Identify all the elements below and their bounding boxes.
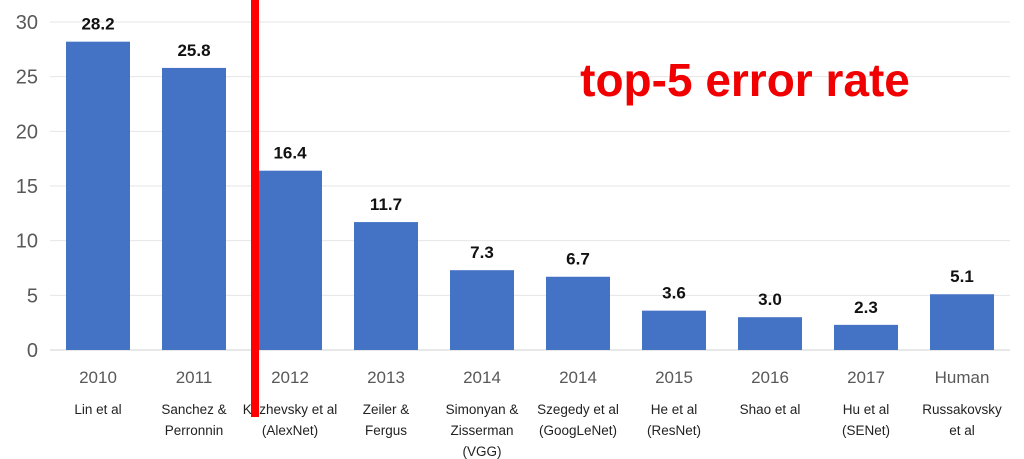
x-tick-year: 2010 [79, 368, 117, 387]
x-tick-author: Sanchez & [161, 402, 226, 417]
x-tick-year: 2015 [655, 368, 693, 387]
x-tick-author: Lin et al [74, 402, 121, 417]
x-tick-author: Shao et al [740, 402, 801, 417]
x-tick-author: He et al [651, 402, 698, 417]
bar [162, 67, 226, 351]
bar [930, 294, 994, 350]
x-tick-author: (ResNet) [647, 423, 701, 438]
y-tick-label: 0 [27, 340, 38, 362]
red-divider-line [251, 0, 259, 417]
x-tick-author: (SENet) [842, 423, 890, 438]
x-tick-year: 2012 [271, 368, 309, 387]
data-label: 28.2 [81, 15, 114, 34]
y-tick-label: 30 [16, 12, 38, 34]
bar [834, 324, 898, 350]
data-label: 25.8 [177, 41, 210, 60]
x-tick-author: Simonyan & [446, 402, 519, 417]
bar [546, 276, 610, 350]
x-tick-author: Krizhevsky et al [243, 402, 338, 417]
data-label: 7.3 [470, 243, 494, 262]
y-tick-label: 25 [16, 67, 38, 89]
bar [738, 317, 802, 350]
y-tick-label: 15 [16, 176, 38, 198]
x-tick-author: (GoogLeNet) [539, 423, 617, 438]
x-tick-year: 2017 [847, 368, 885, 387]
y-tick-label: 20 [16, 121, 38, 143]
data-label: 11.7 [370, 195, 402, 214]
bars: 28.2 25.8 16.4 11.7 7.3 6.7 3.6 3.0 2.3 5.1 [66, 15, 994, 351]
bar [66, 41, 130, 351]
x-tick-author: Russakovsky [922, 402, 1002, 417]
x-tick-author: et al [949, 423, 975, 438]
data-label: 16.4 [273, 144, 307, 163]
bar [258, 170, 322, 350]
x-tick-author: Perronnin [165, 423, 224, 438]
x-axis-labels: 2010 Lin et al 2011 Sanchez & Perronnin 2012 K… [74, 368, 1002, 459]
x-tick-year: Human [935, 368, 990, 387]
x-tick-author: (AlexNet) [262, 423, 318, 438]
data-label: 3.6 [662, 284, 686, 303]
data-label: 6.7 [566, 250, 590, 269]
y-tick-label: 5 [27, 285, 38, 307]
x-tick-year: 2016 [751, 368, 789, 387]
x-tick-author: Zisserman [450, 423, 513, 438]
x-tick-year: 2011 [176, 368, 213, 387]
x-tick-author: Fergus [365, 423, 407, 438]
x-tick-year: 2014 [463, 368, 501, 387]
bar [450, 270, 514, 350]
x-tick-author: Szegedy et al [537, 402, 619, 417]
chart-title: top-5 error rate [580, 54, 910, 106]
x-tick-year: 2014 [559, 368, 597, 387]
data-label: 3.0 [758, 290, 782, 309]
data-label: 2.3 [854, 298, 878, 317]
bar [354, 222, 418, 350]
data-label: 5.1 [950, 267, 974, 286]
y-axis-ticks: 0 5 10 15 20 25 30 [16, 12, 38, 362]
x-tick-author: Zeiler & [363, 402, 410, 417]
y-tick-label: 10 [16, 231, 38, 253]
bar [642, 310, 706, 350]
x-tick-author: Hu et al [843, 402, 890, 417]
x-tick-author: (VGG) [463, 444, 502, 459]
x-tick-year: 2013 [367, 368, 405, 387]
